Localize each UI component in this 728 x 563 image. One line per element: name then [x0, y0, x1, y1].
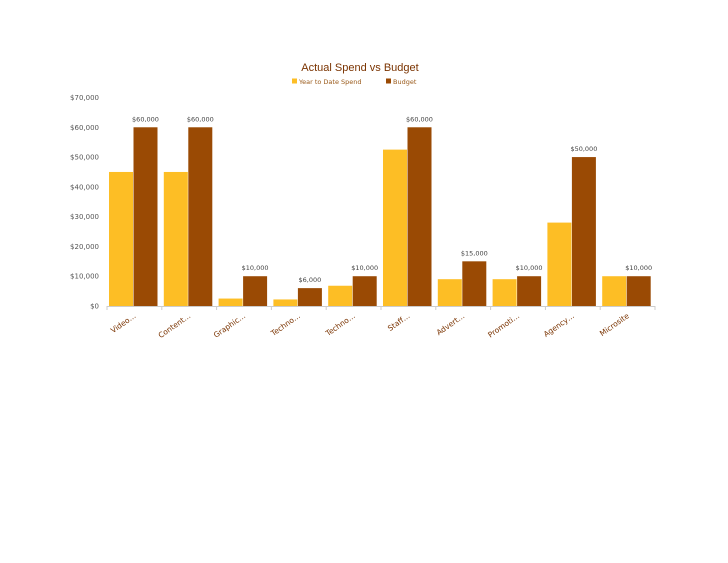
bar-budget: [243, 276, 268, 306]
bar-budget: [407, 127, 432, 307]
bar-year-to-date-spend: [602, 276, 627, 306]
y-tick-label: $70,000: [70, 94, 99, 102]
bar-year-to-date-spend: [383, 149, 407, 306]
x-category-label: Advert…: [435, 311, 467, 337]
y-tick-label: $10,000: [70, 273, 99, 281]
y-tick-label: $50,000: [70, 154, 99, 162]
data-label: $60,000: [132, 115, 159, 123]
chart-title: Actual Spend vs Budget: [301, 62, 418, 74]
bar-year-to-date-spend: [273, 299, 298, 306]
x-category-label: Agency…: [542, 311, 576, 339]
data-label: $15,000: [461, 249, 488, 257]
bars: [109, 127, 651, 307]
x-axis: Video… Content… Graphic… Techno… Techno… Staf…: [106, 306, 656, 340]
y-tick-label: $0: [90, 303, 99, 311]
data-label: $10,000: [242, 264, 269, 272]
bar-budget: [133, 127, 158, 307]
bar-budget: [297, 288, 322, 306]
y-tick-label: $40,000: [70, 183, 99, 191]
bar-budget: [517, 276, 542, 306]
bar-year-to-date-spend: [492, 279, 517, 306]
x-category-label: Video…: [109, 311, 138, 335]
y-tick-label: $20,000: [70, 243, 99, 251]
data-label: $60,000: [187, 115, 214, 123]
y-tick-label: $60,000: [70, 124, 99, 132]
bar-year-to-date-spend: [109, 171, 133, 306]
legend: Year to Date Spend Budget: [292, 78, 417, 86]
x-category-label: Content…: [157, 311, 193, 340]
data-label: $6,000: [299, 276, 322, 284]
data-label: $50,000: [570, 145, 597, 153]
bar-year-to-date-spend: [328, 285, 353, 306]
x-category-label: Graphic…: [212, 311, 247, 339]
bar-budget: [352, 276, 377, 306]
bar-year-to-date-spend: [218, 298, 243, 306]
x-category-label: Techno…: [323, 311, 357, 338]
data-label: $10,000: [625, 264, 652, 272]
data-label: $60,000: [406, 115, 433, 123]
legend-swatch: [292, 78, 297, 84]
x-category-label: Staff…: [386, 311, 412, 333]
x-category-label: Promoti…: [486, 311, 521, 339]
data-label: $10,000: [516, 264, 543, 272]
legend-label: Budget: [393, 78, 417, 86]
data-labels: $60,000 $60,000 $10,000 $6,000 $10,000 $60,00…: [132, 115, 652, 284]
x-category-label: Techno…: [268, 311, 302, 338]
y-tick-label: $30,000: [70, 213, 99, 221]
legend-label: Year to Date Spend: [298, 78, 362, 86]
bar-budget: [188, 127, 213, 307]
bar-year-to-date-spend: [163, 171, 188, 306]
y-axis: $0 $10,000 $20,000 $30,000 $40,000 $50,000 $60…: [70, 94, 99, 311]
bar-budget: [571, 157, 596, 306]
data-label: $10,000: [351, 264, 378, 272]
bar-year-to-date-spend: [547, 222, 572, 306]
bar-budget: [626, 276, 651, 306]
x-category-label: Microsite: [598, 311, 631, 338]
legend-swatch: [386, 78, 391, 84]
bar-budget: [462, 261, 487, 306]
bar-year-to-date-spend: [437, 279, 462, 306]
